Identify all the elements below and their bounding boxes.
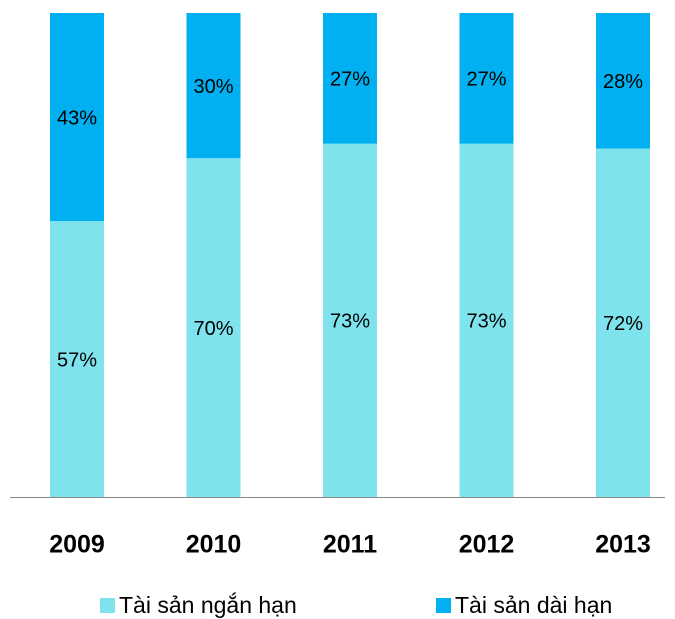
value-label: 72% <box>603 313 643 335</box>
x-tick-label: 2009 <box>49 531 105 559</box>
value-label: 57% <box>57 349 97 371</box>
legend-label: Tài sản dài hạn <box>455 592 612 618</box>
legend-swatch <box>436 598 451 613</box>
bar-segment <box>596 13 650 149</box>
value-label: 70% <box>193 318 233 340</box>
bar-segment <box>459 143 514 497</box>
value-label: 73% <box>466 311 506 333</box>
legend-swatch <box>100 598 115 613</box>
bar-segment <box>50 221 104 497</box>
bar-segment <box>459 13 514 144</box>
value-label: 27% <box>330 69 370 91</box>
bar-segment <box>186 158 241 497</box>
value-label: 43% <box>57 107 97 129</box>
value-label: 30% <box>193 76 233 98</box>
bar-segment <box>186 13 241 159</box>
x-tick-label: 2013 <box>595 531 651 559</box>
x-tick-label: 2010 <box>186 531 242 559</box>
value-label: 27% <box>466 69 506 91</box>
x-tick-label: 2011 <box>323 531 377 559</box>
value-label: 28% <box>603 71 643 93</box>
legend-label: Tài sản ngắn hạn <box>119 592 297 618</box>
bar-segment <box>323 143 377 497</box>
x-tick-label: 2012 <box>459 531 515 559</box>
bar-segment <box>50 13 104 222</box>
value-label: 73% <box>330 311 370 333</box>
bar-segment <box>323 13 377 144</box>
bar-segment <box>596 148 650 497</box>
